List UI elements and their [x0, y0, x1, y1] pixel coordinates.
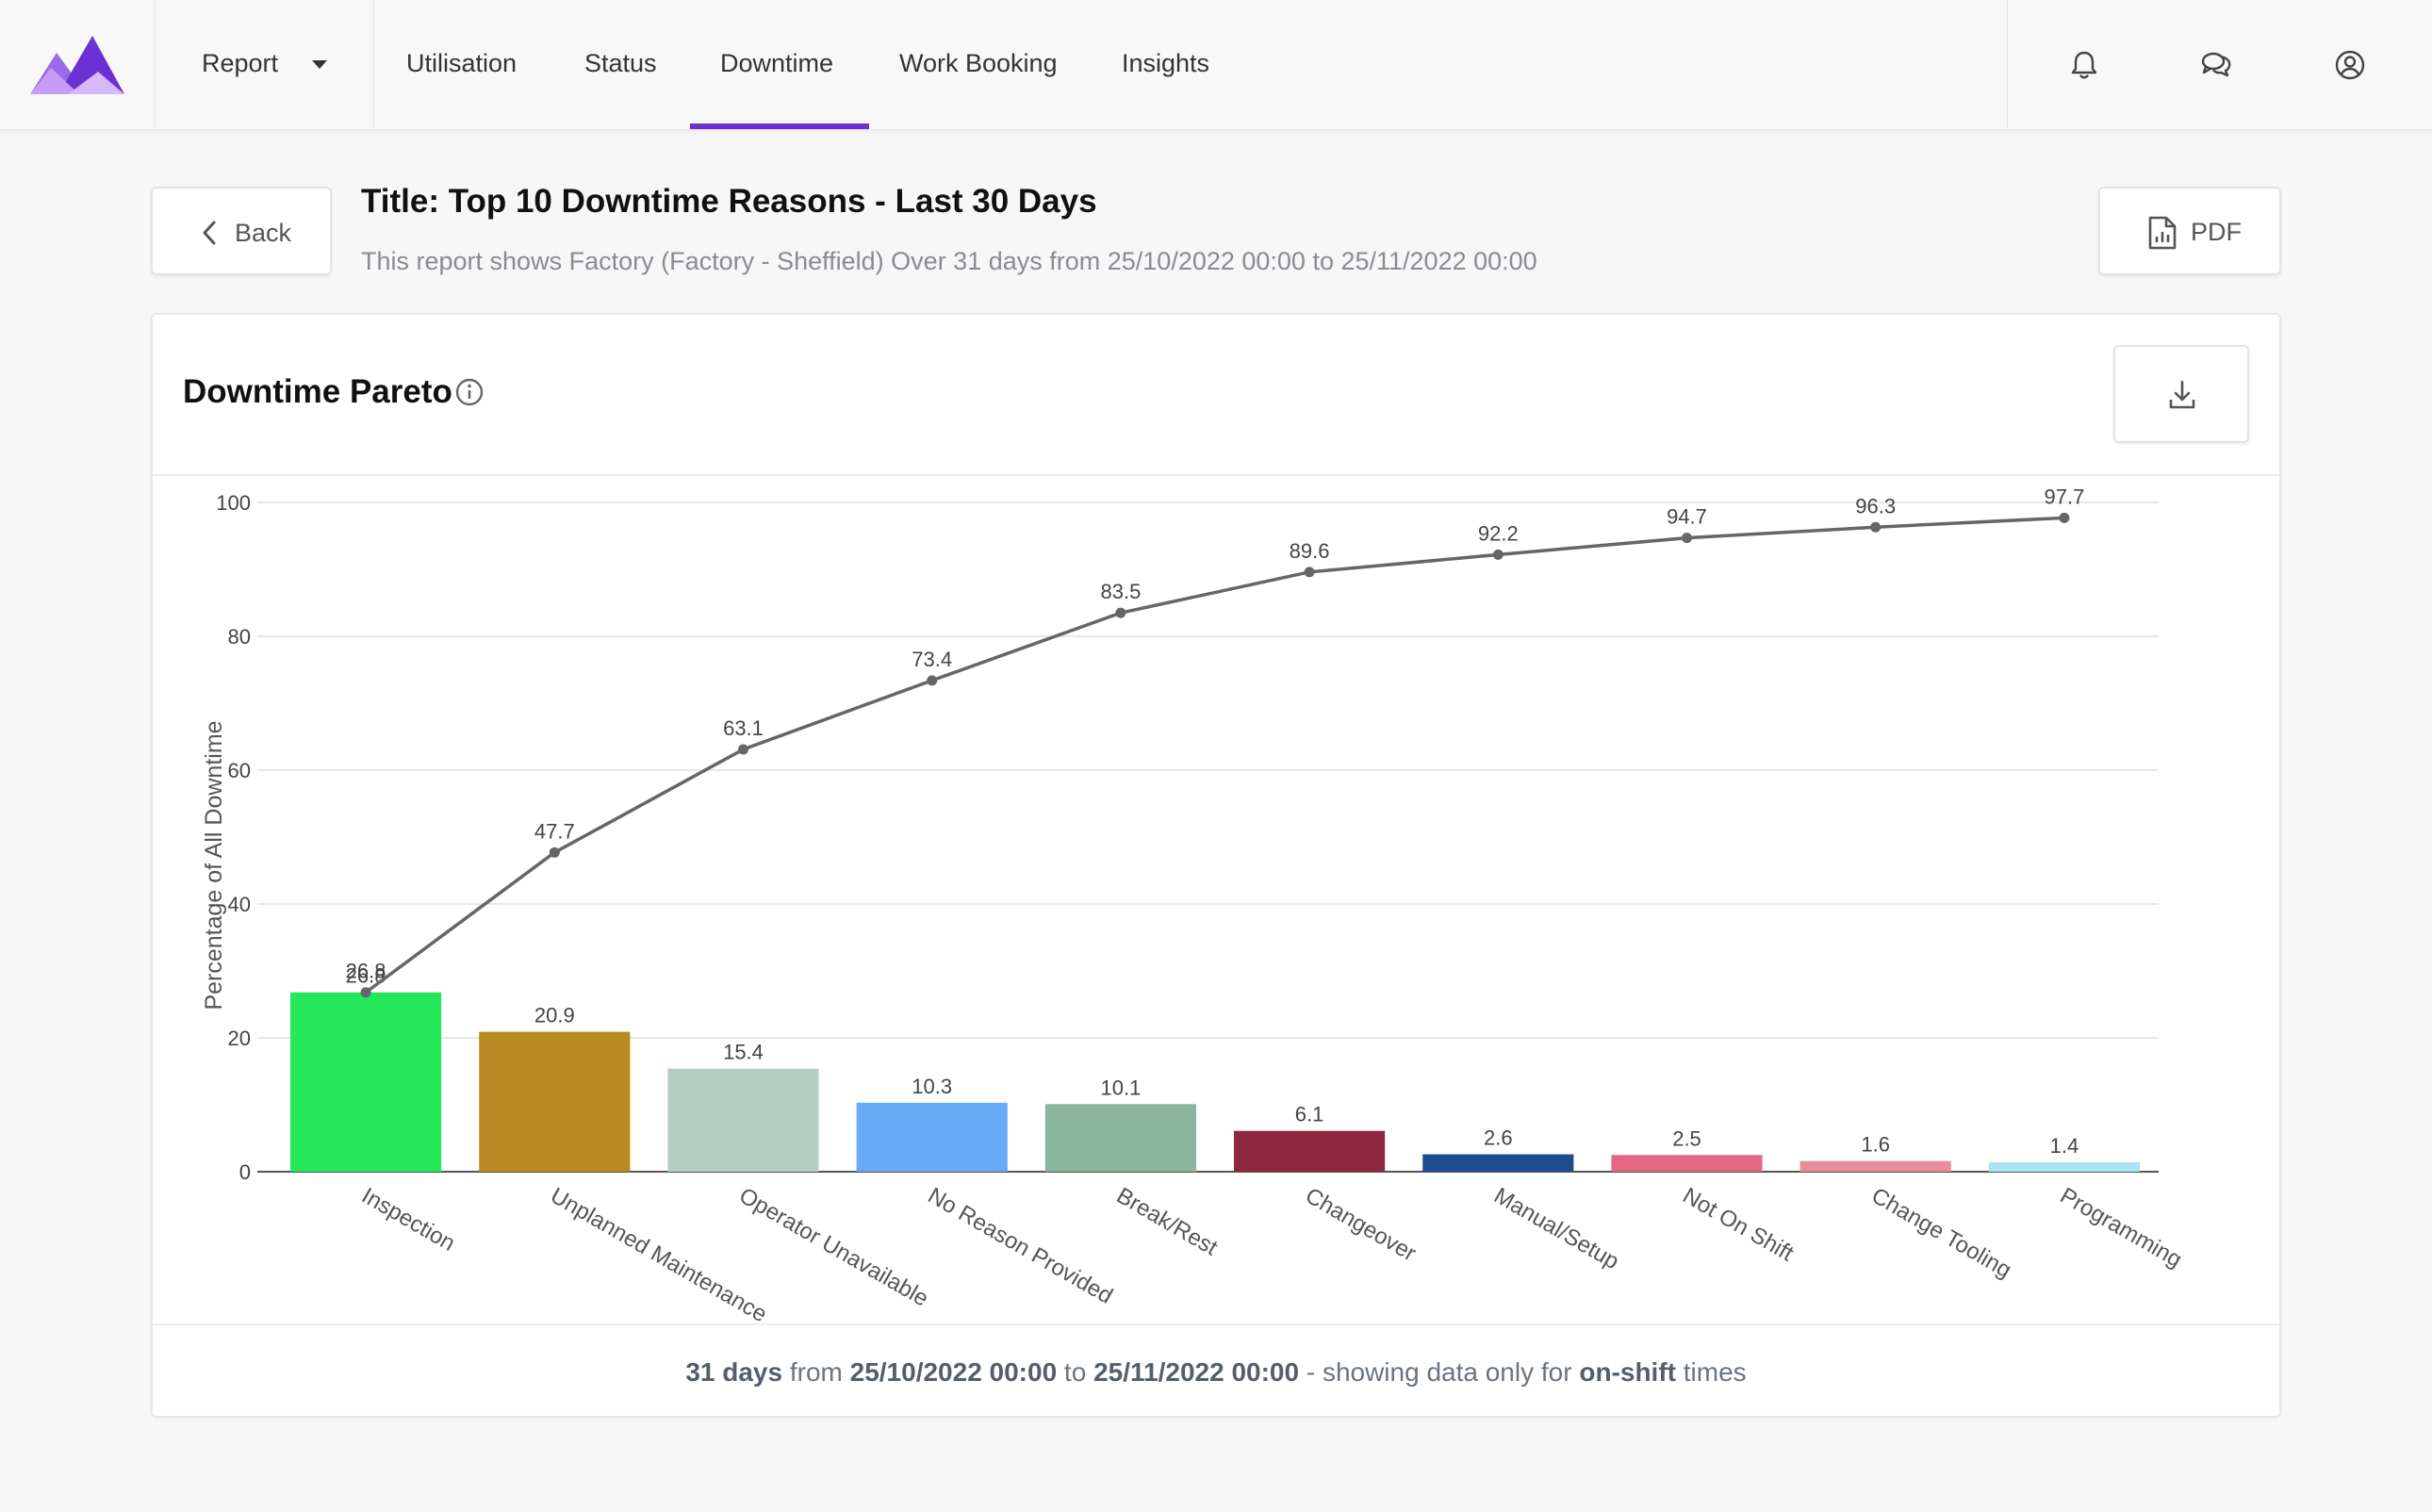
tab-utilisation[interactable]: Utilisation — [406, 49, 518, 77]
x-category-label: Changeover — [1301, 1183, 1421, 1267]
tab-status[interactable]: Status — [584, 49, 657, 77]
cumulative-point — [1492, 549, 1504, 560]
period-tail: times — [1675, 1357, 1747, 1387]
x-category-label: Inspection — [357, 1183, 459, 1257]
caret-down-icon — [312, 60, 327, 69]
cumulative-value-label: 26.8 — [346, 960, 386, 983]
tab-work-booking[interactable]: Work Booking — [899, 49, 1058, 77]
tab-insights[interactable]: Insights — [1122, 49, 1210, 77]
bar — [1234, 1130, 1386, 1172]
cumulative-line — [365, 516, 2064, 994]
x-category-label: No Reason Provided — [924, 1183, 1117, 1309]
bar — [1422, 1154, 1574, 1172]
info-icon[interactable] — [454, 377, 485, 407]
y-tick-label: 40 — [228, 893, 251, 916]
bell-icon[interactable] — [2068, 49, 2100, 81]
bar-value-label: 1.6 — [1861, 1133, 1890, 1157]
page-subtitle: This report shows Factory (Factory - She… — [361, 247, 1537, 275]
bar-value-label: 15.4 — [723, 1041, 764, 1064]
logo-icon — [30, 36, 124, 94]
bar — [290, 992, 442, 1172]
report-dropdown[interactable]: Report — [156, 0, 374, 129]
tab-downtime[interactable]: Downtime — [720, 49, 834, 77]
cumulative-point — [549, 846, 560, 858]
pdf-button-label: PDF — [2191, 218, 2242, 246]
y-tick-label: 20 — [228, 1027, 251, 1050]
period-days: 31 days — [685, 1357, 783, 1387]
bar — [856, 1102, 1008, 1172]
nav-actions — [2007, 0, 2432, 129]
bar — [1044, 1104, 1196, 1172]
pareto-chart: 0 20 40 60 80 100 Percentage of All Downtime 26… — [201, 485, 2186, 1327]
chat-icon[interactable] — [2200, 49, 2232, 81]
y-axis-title: Percentage of All Downtime — [201, 720, 227, 1010]
cumulative-point — [1682, 533, 1692, 544]
pdf-report-icon — [2148, 216, 2177, 250]
period-end: 25/11/2022 00:00 — [1093, 1357, 1300, 1387]
cumulative-point — [1304, 567, 1315, 578]
bar — [1611, 1155, 1763, 1172]
bar — [667, 1068, 819, 1172]
period-start: 25/10/2022 00:00 — [849, 1357, 1058, 1387]
bar-value-label: 10.3 — [912, 1075, 952, 1098]
period-from-word: from — [782, 1357, 850, 1387]
card-divider — [153, 474, 2279, 476]
x-category-label: Operator Unavailable — [735, 1183, 933, 1312]
user-icon[interactable] — [2334, 49, 2366, 81]
bar-value-label: 10.1 — [1100, 1076, 1141, 1099]
bar-value-label: 20.9 — [534, 1004, 575, 1027]
back-button-label: Back — [235, 219, 292, 247]
cumulative-point — [927, 675, 938, 686]
period-shift: on-shift — [1579, 1357, 1676, 1387]
bar-value-label: 2.5 — [1672, 1126, 1701, 1150]
bar-value-label: 2.6 — [1484, 1126, 1513, 1150]
card-divider — [153, 1323, 2279, 1325]
downtime-pareto-card: Downtime Pareto 31 days from 25/10/2022 … — [151, 313, 2281, 1418]
top-navigation: Report Utilisation Status Downtime Work … — [0, 0, 2432, 130]
active-tab-indicator — [690, 123, 869, 129]
cumulative-value-label: 63.1 — [723, 716, 764, 740]
period-to-word: to — [1057, 1357, 1094, 1387]
cumulative-value-label: 83.5 — [1100, 580, 1141, 603]
x-category-label: Break/Rest — [1112, 1183, 1223, 1261]
back-button[interactable]: Back — [151, 187, 332, 275]
bar — [1799, 1160, 1951, 1172]
logo[interactable] — [0, 0, 156, 129]
y-tick-label: 0 — [239, 1160, 251, 1184]
report-dropdown-label: Report — [202, 49, 279, 77]
cumulative-point — [1115, 607, 1126, 618]
bar-value-label: 1.4 — [2050, 1134, 2079, 1158]
x-category-label: Programming — [2056, 1183, 2186, 1273]
y-tick-label: 60 — [228, 759, 251, 782]
cumulative-value-label: 89.6 — [1290, 539, 1330, 563]
cumulative-point — [2059, 512, 2070, 523]
cumulative-value-label: 97.7 — [2044, 485, 2084, 508]
cumulative-value-label: 73.4 — [912, 648, 952, 671]
report-period-summary: 31 days from 25/10/2022 00:00 to 25/11/2… — [153, 1357, 2279, 1388]
x-category-label: Change Tooling — [1867, 1183, 2016, 1284]
bar — [479, 1031, 631, 1172]
x-category-label: Not On Shift — [1679, 1183, 1799, 1267]
period-middle: - showing data only for — [1299, 1357, 1580, 1387]
page-title: Title: Top 10 Downtime Reasons - Last 30… — [361, 183, 1097, 220]
cumulative-value-label: 47.7 — [534, 819, 575, 843]
cumulative-value-label: 92.2 — [1478, 521, 1519, 545]
download-icon — [2169, 380, 2195, 409]
y-tick-label: 100 — [216, 491, 251, 515]
cumulative-value-label: 96.3 — [1855, 494, 1896, 518]
x-category-label: Manual/Setup — [1489, 1183, 1623, 1274]
pdf-button[interactable]: PDF — [2098, 187, 2281, 275]
card-title: Downtime Pareto — [183, 373, 452, 410]
cumulative-value-label: 94.7 — [1667, 505, 1707, 529]
download-button[interactable] — [2113, 345, 2249, 443]
cumulative-point — [738, 744, 748, 755]
cumulative-point — [360, 987, 371, 998]
y-tick-label: 80 — [228, 625, 251, 649]
bar — [1988, 1162, 2140, 1172]
chevron-left-icon — [203, 221, 216, 245]
cumulative-point — [1870, 521, 1882, 533]
bar-value-label: 6.1 — [1295, 1103, 1324, 1126]
